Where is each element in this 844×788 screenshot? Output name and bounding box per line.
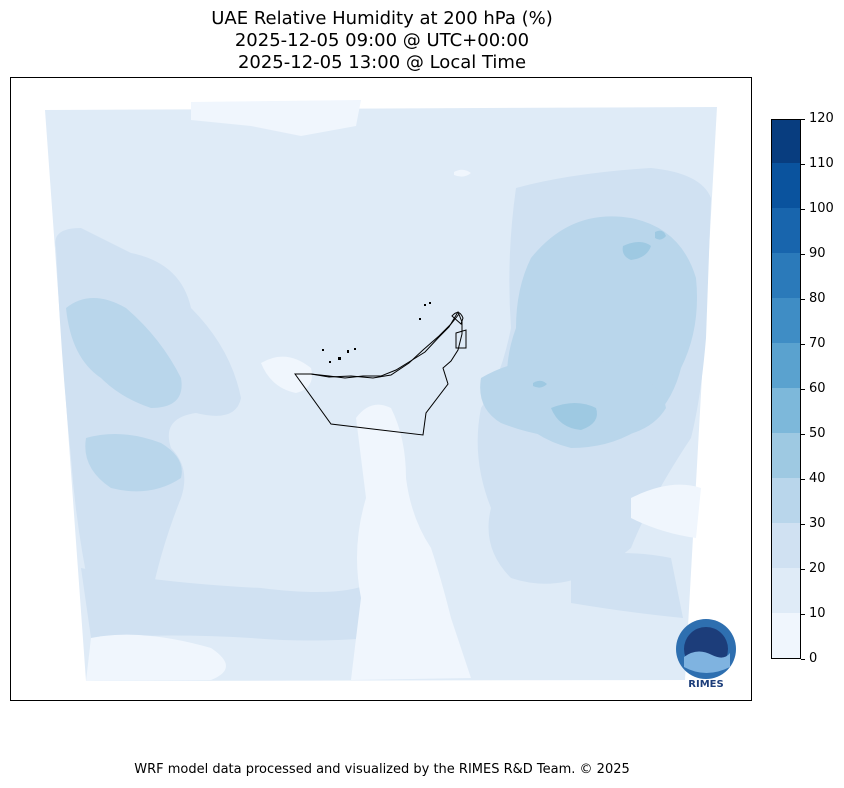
rimes-logo-label: RIMES xyxy=(688,679,723,689)
colorbar-tick-label: 0 xyxy=(809,651,818,666)
colorbar-tick xyxy=(801,523,805,525)
moist-cell-ne-small xyxy=(655,230,666,240)
moist-cell-northeast xyxy=(622,242,651,260)
humidity-field xyxy=(45,100,717,681)
colorbar-band xyxy=(772,567,800,613)
colorbar-band xyxy=(772,477,800,523)
islands xyxy=(322,302,431,363)
dry-streak-east xyxy=(631,484,701,538)
utc-time: 2025-12-05 09:00 @ UTC+00:00 xyxy=(234,30,530,51)
uae-coastline xyxy=(310,313,460,379)
moist-patch-west xyxy=(85,434,182,492)
colorbar-band xyxy=(772,297,800,343)
moist-cell-east xyxy=(551,403,597,430)
colorbar-tick xyxy=(801,343,805,345)
colorbar xyxy=(771,119,801,659)
colorbar-tick xyxy=(801,613,805,615)
moist-band-east xyxy=(480,358,666,439)
colorbar-tick-label: 20 xyxy=(809,561,826,576)
rimes-logo: RIMES xyxy=(676,619,736,689)
colorbar-tick-label: 30 xyxy=(809,516,826,531)
colorbar-tick-label: 100 xyxy=(809,201,834,216)
low-humidity-top xyxy=(191,100,361,136)
colorbar-band xyxy=(772,612,800,658)
oman-enclave xyxy=(455,329,467,349)
colorbar-band xyxy=(772,432,800,478)
uae-border-line xyxy=(294,310,463,436)
footer-credit: WRF model data processed and visualized … xyxy=(134,762,630,777)
colorbar-tick xyxy=(801,433,805,435)
colorbar-band xyxy=(772,522,800,568)
colorbar-tick xyxy=(801,388,805,390)
colorbar-tick-label: 60 xyxy=(809,381,826,396)
map-title: UAE Relative Humidity at 200 hPa (%) xyxy=(211,8,553,29)
colorbar-tick xyxy=(801,658,805,660)
uae-boundary xyxy=(294,310,467,436)
colorbar-tick-label: 40 xyxy=(809,471,826,486)
moist-region-west-core xyxy=(66,298,182,408)
colorbar-band xyxy=(772,387,800,433)
colorbar-tick-label: 110 xyxy=(809,156,834,171)
colorbar-tick xyxy=(801,163,805,165)
colorbar-tick-label: 90 xyxy=(809,246,826,261)
local-time: 2025-12-05 13:00 @ Local Time xyxy=(237,52,527,73)
colorbar-tick-label: 70 xyxy=(809,336,826,351)
colorbar-band xyxy=(772,120,800,163)
musandam-area xyxy=(451,312,464,325)
colorbar-tick xyxy=(801,253,805,255)
map-panel xyxy=(10,77,752,701)
colorbar-tick xyxy=(801,568,805,570)
colorbar-tick xyxy=(801,298,805,300)
dry-patch-ne-lake xyxy=(454,169,471,177)
colorbar-band xyxy=(772,252,800,298)
dry-patch-north xyxy=(261,356,312,393)
colorbar-band xyxy=(772,162,800,208)
moist-band-south xyxy=(81,568,371,641)
moist-dot-east xyxy=(533,380,547,388)
colorbar-tick-label: 80 xyxy=(809,291,826,306)
colorbar-tick-label: 50 xyxy=(809,426,826,441)
colorbar-tick xyxy=(801,208,805,210)
colorbar-tick xyxy=(801,478,805,480)
colorbar-band xyxy=(772,207,800,253)
moist-band-southeast xyxy=(571,553,683,618)
dry-patch-southwest xyxy=(86,634,226,681)
colorbar-tick-label: 10 xyxy=(809,606,826,621)
colorbar-tick xyxy=(801,118,805,120)
dry-tongue-central xyxy=(351,404,471,680)
colorbar-band xyxy=(772,342,800,388)
colorbar-tick-label: 120 xyxy=(809,111,834,126)
